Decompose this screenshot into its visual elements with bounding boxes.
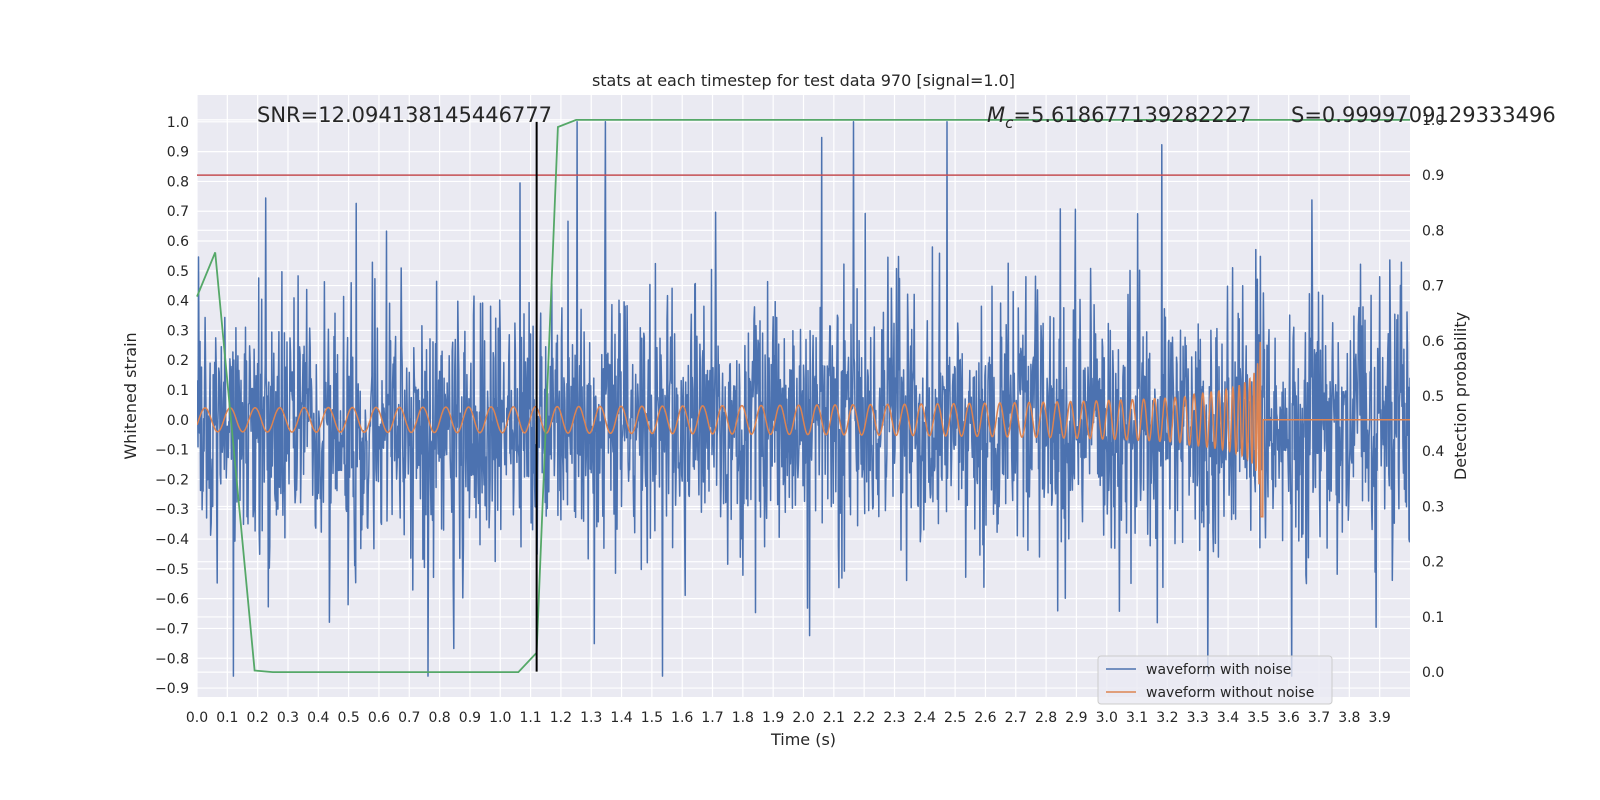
y-tick-label: 0.6 (167, 234, 189, 250)
chart-title: stats at each timestep for test data 970… (592, 71, 1015, 90)
x-tick-label: 1.7 (701, 710, 723, 726)
y-tick-label: −0.4 (155, 532, 189, 548)
x-tick-label: 3.1 (1126, 710, 1148, 726)
chirp-mass-annotation: Mc=5.618677139282227 (987, 103, 1251, 132)
y-tick-label: 0.2 (167, 353, 189, 369)
x-tick-label: 3.9 (1369, 710, 1391, 726)
y2-tick-label: 0.0 (1422, 665, 1444, 681)
x-tick-label: 0.4 (307, 710, 329, 726)
x-tick-label: 3.5 (1247, 710, 1269, 726)
chirp-mass-symbol: M (987, 103, 1005, 127)
y2-tick-label: 0.9 (1422, 168, 1444, 184)
x-tick-label: 1.6 (671, 710, 693, 726)
x-tick-label: 2.2 (853, 710, 875, 726)
x-tick-label: 1.9 (762, 710, 784, 726)
y-tick-label: −0.6 (155, 592, 189, 608)
y-tick-label: −0.9 (155, 681, 189, 697)
y-tick-label: 0.1 (167, 383, 189, 399)
x-tick-label: 2.5 (944, 710, 966, 726)
y-tick-label: 0.9 (167, 145, 189, 161)
x-tick-label: 3.7 (1308, 710, 1330, 726)
snr-annotation: SNR=12.094138145446777 (257, 103, 552, 127)
x-tick-label: 2.9 (1065, 710, 1087, 726)
x-axis-label: Time (s) (770, 730, 836, 749)
y-tick-label: 0.8 (167, 174, 189, 190)
x-tick-label: 0.8 (428, 710, 450, 726)
y-tick-label: −0.8 (155, 651, 189, 667)
tick-labels: 0.0 0.1 0.2 0.3 0.4 0.5 0.6 0.7 0.8 0.9 1.0 1.1 1.2 1… (155, 113, 1444, 726)
y-tick-label: 0.5 (167, 264, 189, 280)
x-tick-label: 3.4 (1217, 710, 1239, 726)
series-detection-probability (196, 119, 1410, 673)
y2-tick-label: 0.4 (1422, 444, 1444, 460)
x-tick-label: 0.1 (216, 710, 238, 726)
y-tick-label: −0.5 (155, 562, 189, 578)
y-tick-label: −0.3 (155, 502, 189, 518)
x-tick-label: 3.0 (1096, 710, 1118, 726)
x-tick-label: 2.6 (974, 710, 996, 726)
x-tick-label: 2.1 (823, 710, 845, 726)
y2-tick-label: 0.7 (1422, 279, 1444, 295)
y2-tick-label: 0.8 (1422, 223, 1444, 239)
x-tick-label: 2.0 (792, 710, 814, 726)
series-clean-waveform (197, 341, 1410, 518)
y2-tick-label: 0.1 (1422, 610, 1444, 626)
x-tick-label: 1.1 (519, 710, 541, 726)
x-tick-label: 3.2 (1156, 710, 1178, 726)
y2-tick-label: 1.0 (1422, 113, 1444, 129)
x-tick-label: 2.4 (914, 710, 936, 726)
x-tick-label: 0.0 (186, 710, 208, 726)
x-tick-label: 2.8 (1035, 710, 1057, 726)
y-tick-label: 1.0 (167, 115, 189, 131)
legend-label-clean: waveform without noise (1146, 685, 1314, 701)
x-tick-label: 1.4 (610, 710, 632, 726)
x-tick-label: 1.3 (580, 710, 602, 726)
x-tick-label: 2.3 (883, 710, 905, 726)
y2-tick-label: 0.3 (1422, 499, 1444, 515)
x-tick-label: 3.6 (1278, 710, 1300, 726)
x-tick-label: 0.5 (337, 710, 359, 726)
x-tick-label: 2.7 (1005, 710, 1027, 726)
chirp-mass-subscript: c (1005, 114, 1014, 132)
y2-axis-label: Detection probability (1451, 312, 1470, 480)
x-tick-label: 0.2 (247, 710, 269, 726)
x-tick-label: 3.3 (1187, 710, 1209, 726)
y-tick-label: 0.4 (167, 294, 189, 310)
legend: waveform with noise waveform without noi… (1097, 655, 1333, 705)
x-tick-label: 0.3 (277, 710, 299, 726)
x-tick-label: 1.0 (489, 710, 511, 726)
x-tick-label: 0.7 (398, 710, 420, 726)
overlay-layer (196, 119, 1410, 673)
y2-tick-label: 0.5 (1422, 389, 1444, 405)
y-tick-label: 0.7 (167, 204, 189, 220)
y-tick-label: 0.0 (167, 413, 189, 429)
x-tick-label: 1.5 (641, 710, 663, 726)
y-tick-label: 0.3 (167, 323, 189, 339)
chirp-mass-value: =5.618677139282227 (1013, 103, 1251, 127)
y-tick-label: −0.7 (155, 621, 189, 637)
y-axis-label: Whitened strain (121, 332, 140, 459)
score-annotation: S=0.9999709129333496 (1291, 103, 1556, 127)
y2-tick-label: 0.6 (1422, 334, 1444, 350)
x-tick-label: 0.9 (459, 710, 481, 726)
x-tick-label: 1.2 (550, 710, 572, 726)
legend-label-noisy: waveform with noise (1146, 662, 1291, 678)
y-tick-label: −0.2 (155, 472, 189, 488)
y2-tick-label: 0.2 (1422, 555, 1444, 571)
x-tick-label: 3.8 (1338, 710, 1360, 726)
x-tick-label: 0.6 (368, 710, 390, 726)
y-tick-label: −0.1 (155, 443, 189, 459)
legend-box (1097, 655, 1333, 705)
x-tick-label: 1.8 (732, 710, 754, 726)
